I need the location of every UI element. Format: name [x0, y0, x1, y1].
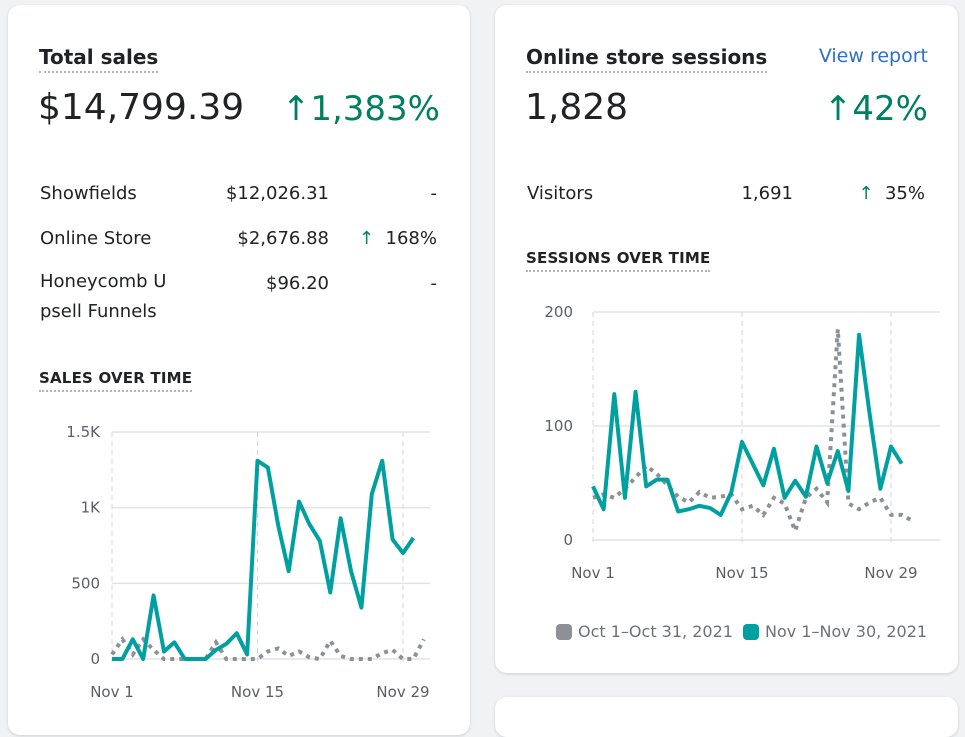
total-sales-title[interactable]: Total sales	[39, 45, 159, 73]
total-sales-value: $14,799.39	[38, 87, 245, 128]
y-tick-label: 100	[544, 417, 573, 435]
sales-chart-title[interactable]: SALES OVER TIME	[39, 369, 193, 392]
sessions-card: Online store sessions View report 1,828 …	[495, 5, 958, 673]
visitors-value: 1,691	[741, 183, 793, 204]
legend-swatch	[743, 623, 759, 640]
series-current-line	[112, 458, 416, 661]
visitors-label: Visitors	[527, 183, 594, 204]
x-tick-label: Nov 1	[90, 683, 134, 701]
x-tick-label: Nov 15	[231, 683, 284, 701]
visitors-change: ↑ 35%	[858, 183, 925, 204]
y-tick-label: 1K	[81, 499, 102, 517]
total-sales-change: ↑1,383%	[281, 89, 440, 129]
sessions-change: ↑42%	[823, 89, 928, 129]
arrow-up-icon: ↑	[281, 89, 311, 129]
legend-swatch	[556, 623, 572, 640]
legend-current[interactable]: Nov 1–Nov 30, 2021	[743, 622, 927, 641]
channel-name: Showfields	[40, 183, 137, 204]
y-tick-label: 0	[90, 650, 100, 668]
x-tick-label: Nov 15	[715, 564, 768, 582]
arrow-up-icon: ↑	[858, 183, 885, 204]
channel-name: Online Store	[40, 228, 152, 249]
arrow-up-icon: ↑	[823, 89, 853, 129]
x-tick-label: Nov 1	[571, 564, 615, 582]
sessions-value: 1,828	[525, 87, 629, 128]
x-tick-label: Nov 29	[864, 564, 917, 582]
sessions-title[interactable]: Online store sessions	[526, 45, 768, 73]
channel-value: $2,676.88	[237, 228, 329, 249]
channel-value: $96.20	[266, 273, 329, 294]
channel-change: -	[430, 273, 438, 294]
sessions-chart: 0 100 200 Nov 1 Nov 15 Nov 29	[544, 303, 940, 582]
series-previous-line	[110, 635, 426, 662]
view-report-link[interactable]: View report	[818, 45, 928, 67]
series-current-line	[591, 332, 904, 517]
series-previous-line	[592, 328, 914, 537]
x-tick-label: Nov 29	[376, 683, 429, 701]
y-tick-label: 500	[71, 574, 100, 592]
y-tick-label: 0	[563, 531, 573, 549]
channel-change: ↑ 168%	[359, 228, 437, 249]
channel-change: -	[430, 183, 438, 204]
sessions-chart-title[interactable]: SESSIONS OVER TIME	[526, 249, 711, 272]
channel-value: $12,026.31	[225, 183, 329, 204]
y-tick-label: 200	[544, 303, 573, 321]
y-tick-label: 1.5K	[66, 423, 101, 441]
arrow-up-icon: ↑	[359, 228, 386, 249]
next-card	[495, 697, 958, 737]
total-sales-card: Total sales $14,799.39 ↑1,383% Showfield…	[8, 5, 470, 735]
legend-previous[interactable]: Oct 1–Oct 31, 2021	[556, 622, 733, 641]
sales-chart: 0 500 1K 1.5K Nov 1 Nov 15 Nov 29	[66, 423, 430, 701]
